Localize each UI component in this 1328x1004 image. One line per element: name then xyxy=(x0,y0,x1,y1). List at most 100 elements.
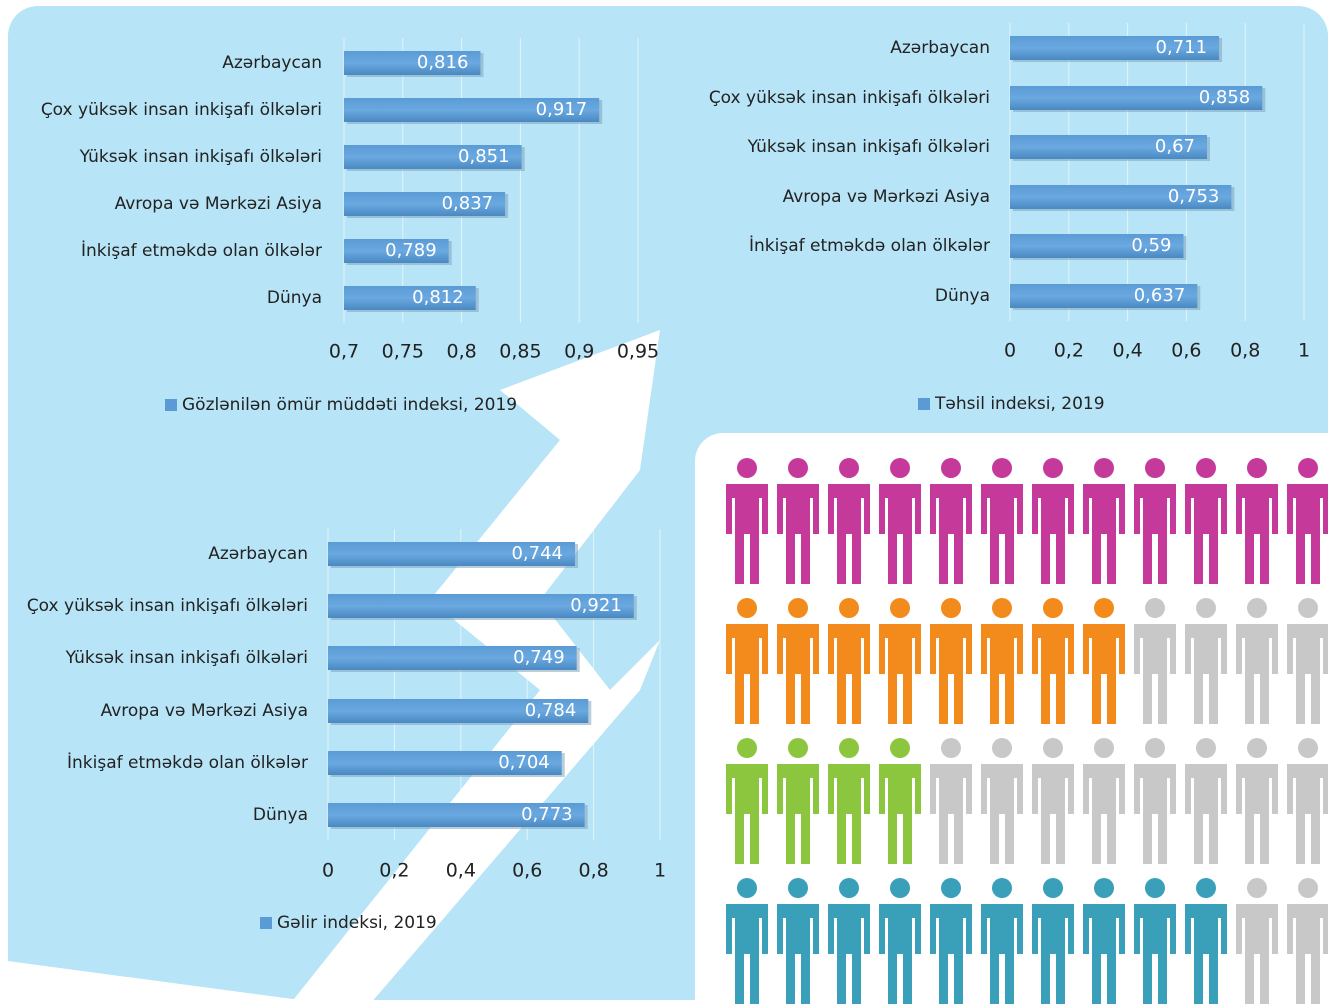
category-label: Dünya xyxy=(935,286,990,306)
person-head xyxy=(1196,738,1216,758)
category-label: Avropa və Mərkəzi Asiya xyxy=(783,187,990,207)
value-label: 0,753 xyxy=(1168,186,1220,207)
person-head xyxy=(737,458,757,478)
person-body xyxy=(1185,484,1227,584)
person-body xyxy=(1032,484,1074,584)
x-tick-label: 0,7 xyxy=(329,341,359,363)
arrow xyxy=(290,330,660,1004)
person-body xyxy=(930,904,972,1004)
person-head xyxy=(1043,738,1063,758)
person-head xyxy=(1043,878,1063,898)
person-body xyxy=(726,624,768,724)
legend-swatch xyxy=(165,399,177,411)
person-head xyxy=(992,458,1012,478)
x-tick-label: 0,9 xyxy=(564,341,594,363)
person-head xyxy=(992,598,1012,618)
person-body xyxy=(1032,904,1074,1004)
person-body xyxy=(1083,764,1125,864)
person-head xyxy=(1094,458,1114,478)
x-tick-label: 1 xyxy=(654,860,666,882)
person-body xyxy=(1134,904,1176,1004)
person-head xyxy=(1196,598,1216,618)
person-head xyxy=(737,878,757,898)
person-body xyxy=(879,904,921,1004)
bar xyxy=(328,751,562,775)
x-tick-label: 1 xyxy=(1298,340,1310,362)
value-label: 0,917 xyxy=(536,99,588,120)
person-body xyxy=(777,624,819,724)
person-head xyxy=(788,878,808,898)
person-head xyxy=(890,738,910,758)
bar xyxy=(1010,185,1232,209)
person-body xyxy=(930,624,972,724)
person-head xyxy=(1145,598,1165,618)
person-head xyxy=(1094,738,1114,758)
person-body xyxy=(1032,764,1074,864)
person-body xyxy=(1083,624,1125,724)
category-label: Avropa və Mərkəzi Asiya xyxy=(115,194,322,214)
person-head xyxy=(1043,458,1063,478)
person-body xyxy=(1083,484,1125,584)
person-body xyxy=(930,484,972,584)
person-body xyxy=(726,764,768,864)
category-label: Azərbaycan xyxy=(222,53,322,73)
bar xyxy=(328,594,634,618)
person-head xyxy=(788,458,808,478)
person-body xyxy=(1134,484,1176,584)
person-body xyxy=(981,484,1023,584)
person-body xyxy=(828,624,870,724)
person-body xyxy=(1185,624,1227,724)
person-body xyxy=(879,624,921,724)
legend-label: Gözlənilən ömür müddəti indeksi, 2019 xyxy=(182,395,517,415)
person-body xyxy=(1236,904,1278,1004)
value-label: 0,67 xyxy=(1155,136,1195,157)
category-label: Yüksək insan inkişafı ölkələri xyxy=(79,147,322,167)
person-head xyxy=(1094,598,1114,618)
person-body xyxy=(879,764,921,864)
person-head xyxy=(1145,458,1165,478)
category-label: İnkişaf etməkdə olan ölkələr xyxy=(67,752,308,773)
value-label: 0,749 xyxy=(513,647,565,668)
person-head xyxy=(1247,878,1267,898)
legend-swatch xyxy=(260,917,272,929)
x-tick-label: 0 xyxy=(1004,340,1016,362)
person-head xyxy=(992,878,1012,898)
bar xyxy=(1010,135,1207,159)
category-label: Çox yüksək insan inkişafı ölkələri xyxy=(709,88,990,108)
person-body xyxy=(828,904,870,1004)
x-tick-label: 0,95 xyxy=(617,341,659,363)
person-head xyxy=(941,598,961,618)
category-label: Çox yüksək insan inkişafı ölkələri xyxy=(41,100,322,120)
person-head xyxy=(890,598,910,618)
category-label: İnkişaf etməkdə olan ölkələr xyxy=(749,235,990,256)
person-head xyxy=(1145,738,1165,758)
person-body xyxy=(1134,764,1176,864)
person-body xyxy=(1236,764,1278,864)
person-body xyxy=(930,764,972,864)
bar xyxy=(328,542,576,566)
person-head xyxy=(839,878,859,898)
person-head xyxy=(890,878,910,898)
bar xyxy=(1010,234,1184,258)
person-body xyxy=(1185,904,1227,1004)
value-label: 0,704 xyxy=(498,752,550,773)
person-head xyxy=(941,458,961,478)
bar xyxy=(344,98,600,122)
bar xyxy=(344,51,481,75)
bar xyxy=(344,239,449,263)
x-tick-label: 0,8 xyxy=(1230,340,1260,362)
person-head xyxy=(890,458,910,478)
person-head xyxy=(788,598,808,618)
person-head xyxy=(839,598,859,618)
x-tick-label: 0,6 xyxy=(1171,340,1201,362)
person-head xyxy=(1298,458,1318,478)
person-head xyxy=(1247,458,1267,478)
category-label: Çox yüksək insan inkişafı ölkələri xyxy=(27,596,308,616)
person-head xyxy=(1094,878,1114,898)
bar xyxy=(328,803,585,827)
person-body xyxy=(828,484,870,584)
category-label: İnkişaf etməkdə olan ölkələr xyxy=(81,240,322,261)
value-label: 0,59 xyxy=(1131,235,1171,256)
category-label: Dünya xyxy=(253,805,308,825)
